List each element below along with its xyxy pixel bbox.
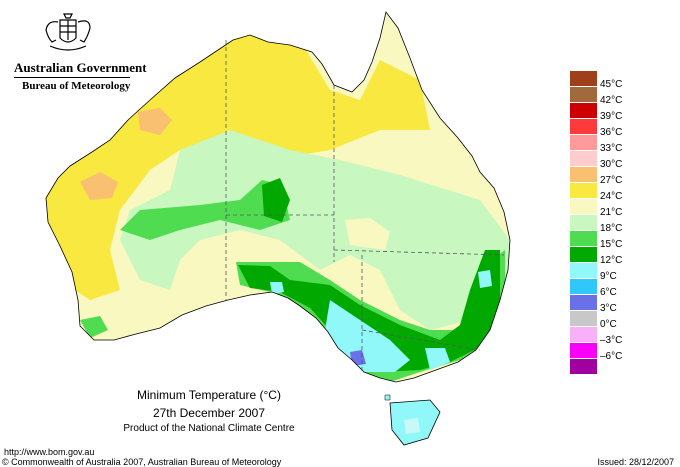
legend-item: 6°C <box>570 278 617 298</box>
legend-swatch <box>570 182 597 198</box>
legend-swatch <box>570 86 597 102</box>
legend-swatch <box>570 230 597 246</box>
legend-swatch <box>570 246 597 262</box>
legend-item: –3°C <box>570 326 622 346</box>
legend-swatch <box>570 166 597 182</box>
legend-label: 15°C <box>600 239 623 250</box>
legend-swatch <box>570 358 597 374</box>
legend-swatch <box>570 118 597 134</box>
legend-item: 9°C <box>570 262 617 282</box>
bom-website-link[interactable]: http://www.bom.gov.au <box>4 447 95 457</box>
coat-of-arms-icon <box>45 13 91 51</box>
zone-9-12-vic <box>325 300 410 372</box>
legend-item: 30°C <box>570 150 622 170</box>
zone-18-21 <box>120 130 510 330</box>
legend-label: 9°C <box>600 271 617 282</box>
legend-label: 45°C <box>600 79 623 90</box>
legend-item: 36°C <box>570 118 622 138</box>
legend-swatch <box>570 134 597 150</box>
zone-9-12-alps <box>425 348 450 370</box>
legend-swatch <box>570 278 597 294</box>
legend-label: 12°C <box>600 255 623 266</box>
government-title: Australian Government <box>14 60 147 75</box>
legend-swatch <box>570 294 597 310</box>
copyright-notice: © Commonwealth of Australia 2007, Austra… <box>2 457 282 467</box>
map-product: Product of the National Climate Centre <box>123 423 295 434</box>
state-borders <box>225 40 505 372</box>
zone-24-27-north <box>260 70 330 150</box>
map-title: Minimum Temperature (°C) <box>137 388 281 402</box>
legend-label: 6°C <box>600 287 617 298</box>
legend-label: 0°C <box>600 319 617 330</box>
zone-27-30-kimberley <box>138 108 172 135</box>
bureau-title: Bureau of Meteorology <box>22 80 131 92</box>
legend-item: 24°C <box>570 182 622 202</box>
legend-swatch <box>570 326 597 342</box>
legend-item: 45°C <box>570 70 622 90</box>
legend-item: 18°C <box>570 214 622 234</box>
legend-swatch <box>570 102 597 118</box>
legend-item: –6°C <box>570 342 622 362</box>
issued-date: Issued: 28/12/2007 <box>597 457 674 467</box>
legend-label: –3°C <box>600 335 623 346</box>
legend-label: 21°C <box>600 207 623 218</box>
legend-item <box>570 358 606 374</box>
legend-label: 24°C <box>600 191 623 202</box>
zone-9-12-nsw <box>478 270 492 288</box>
zone-15-18-central <box>120 180 290 240</box>
legend-item: 12°C <box>570 246 622 266</box>
legend-label: 42°C <box>600 95 623 106</box>
legend-swatch <box>570 310 597 326</box>
header-divider <box>14 77 130 78</box>
legend-label: 39°C <box>600 111 623 122</box>
legend-label: 3°C <box>600 303 617 314</box>
legend-label: –6°C <box>600 351 623 362</box>
legend-swatch <box>570 214 597 230</box>
legend-item: 33°C <box>570 134 622 154</box>
legend-item: 21°C <box>570 198 622 218</box>
zone-12-15-central <box>262 178 290 222</box>
legend-swatch <box>570 70 597 86</box>
king-island <box>384 394 391 401</box>
legend-item: 42°C <box>570 86 622 106</box>
zone-12-15-se <box>238 250 500 372</box>
zone-27-30-pilbara <box>80 172 118 200</box>
legend-label: 33°C <box>600 143 623 154</box>
legend-label: 36°C <box>600 127 623 138</box>
legend-swatch <box>570 342 597 358</box>
zone-21-24-sa <box>345 218 390 250</box>
zone-9-12-sa <box>270 282 284 294</box>
tasmania <box>389 399 441 446</box>
legend-item: 39°C <box>570 102 622 122</box>
temperature-legend: 45°C 42°C 39°C 36°C 33°C 30°C 27°C 24°C 21°C 18°C… <box>570 70 622 374</box>
legend-swatch <box>570 150 597 166</box>
legend-item: 15°C <box>570 230 622 250</box>
legend-label: 30°C <box>600 159 623 170</box>
legend-label: 27°C <box>600 175 623 186</box>
zone-24-27 <box>46 30 430 300</box>
legend-label: 18°C <box>600 223 623 234</box>
legend-item: 3°C <box>570 294 617 314</box>
legend-swatch <box>570 198 597 214</box>
legend-item: 0°C <box>570 310 617 330</box>
legend-item: 27°C <box>570 166 622 186</box>
map-date: 27th December 2007 <box>152 406 266 420</box>
legend-swatch <box>570 262 597 278</box>
